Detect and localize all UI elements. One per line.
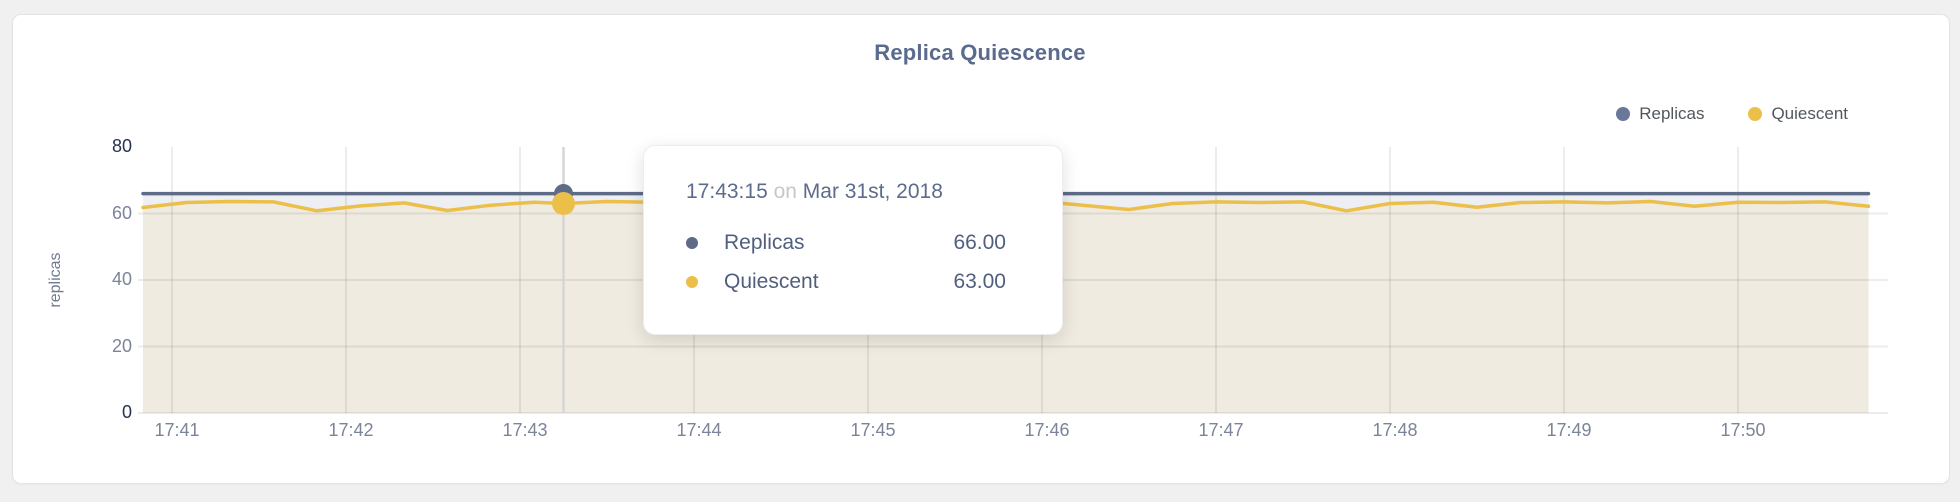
tooltip-series-dot-icon	[686, 237, 698, 249]
legend-item-label: Quiescent	[1771, 104, 1848, 123]
y-tick-label: 80	[111, 136, 132, 156]
x-tick-label: 17:42	[328, 420, 374, 440]
y-tick-label: 40	[111, 269, 132, 289]
tooltip: 17:43:15 on Mar 31st, 2018 Replicas 66.00…	[643, 145, 1063, 335]
tooltip-on-word: on	[773, 180, 797, 203]
tooltip-rows: Replicas 66.00 Quiescent 63.00	[686, 230, 1006, 295]
tooltip-header: 17:43:15 on Mar 31st, 2018	[686, 180, 1006, 204]
legend: Replicas Quiescent	[1616, 104, 1848, 124]
x-tick-label: 17:50	[1720, 420, 1766, 440]
x-tick-label: 17:45	[850, 420, 896, 440]
tooltip-series-value: 63.00	[953, 270, 1006, 293]
x-tick-label: 17:48	[1372, 420, 1418, 440]
tooltip-date: Mar 31st, 2018	[802, 180, 943, 203]
x-tick-label: 17:44	[676, 420, 722, 440]
legend-item-quiescent[interactable]: Quiescent	[1748, 104, 1848, 124]
tooltip-time: 17:43:15	[686, 180, 768, 203]
tooltip-series-label: Quiescent	[724, 270, 819, 293]
y-tick-label: 60	[111, 202, 132, 223]
y-tick-label: 0	[121, 402, 132, 422]
legend-dot-icon	[1748, 107, 1763, 121]
x-tick-label: 17:41	[154, 420, 200, 440]
y-tick-label: 20	[111, 335, 132, 356]
tooltip-series-value: 66.00	[953, 231, 1006, 254]
hover-dot-quiescent	[552, 192, 575, 216]
legend-item-replicas[interactable]: Replicas	[1616, 104, 1704, 124]
legend-dot-icon	[1616, 107, 1631, 121]
tooltip-series-label: Replicas	[724, 231, 805, 254]
x-tick-label: 17:47	[1198, 420, 1244, 440]
x-tick-label: 17:49	[1546, 420, 1592, 440]
tooltip-row: Replicas 66.00	[686, 230, 1006, 256]
chart-title: Replica Quiescence	[874, 40, 1086, 65]
x-tick-label: 17:43	[502, 420, 548, 440]
legend-item-label: Replicas	[1639, 104, 1705, 123]
tooltip-series-dot-icon	[686, 276, 698, 288]
x-tick-label: 17:46	[1024, 420, 1070, 440]
tooltip-row: Quiescent 63.00	[686, 269, 1006, 295]
